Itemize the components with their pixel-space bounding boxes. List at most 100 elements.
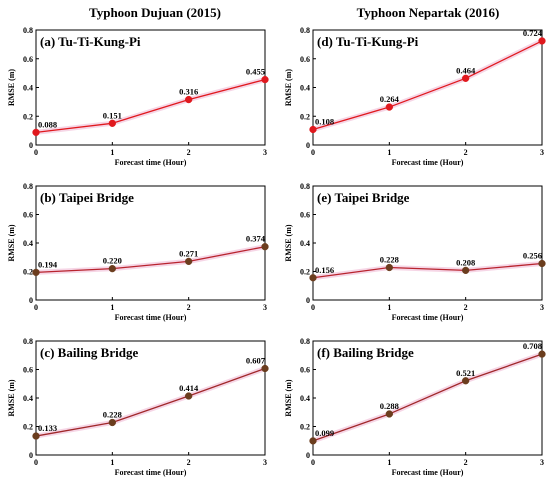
x-tick-label: 0 (34, 148, 38, 157)
y-axis-label: RMSE (m) (7, 379, 16, 416)
chart-panel-3: 0 0.2 0.4 0.6 0.8 0 1 2 3 Forecast time (Hour) RMS… (284, 182, 546, 322)
data-label: 0.256 (523, 251, 542, 261)
y-axis-label: RMSE (m) (284, 69, 293, 106)
data-point (385, 263, 393, 272)
chart-panel-0: 0 0.2 0.4 0.6 0.8 0 1 2 3 Forecast time (Hour) RMS… (7, 26, 269, 167)
y-axis-label: RMSE (m) (284, 224, 293, 261)
panel-title: (b) Taipei Bridge (40, 190, 134, 205)
x-tick-label: 0 (311, 458, 315, 467)
x-tick-label: 1 (387, 458, 391, 467)
x-axis-label: Forecast time (Hour) (115, 468, 187, 477)
x-tick-label: 3 (540, 458, 544, 467)
data-point (261, 243, 269, 251)
x-tick-label: 3 (540, 303, 544, 312)
data-point (185, 392, 193, 400)
x-tick-label: 1 (387, 148, 391, 157)
y-tick-label: 0.8 (300, 182, 310, 191)
data-point (261, 75, 269, 84)
y-tick-label: 0.2 (23, 423, 33, 432)
series-line (312, 40, 543, 131)
y-tick-label: 0 (306, 451, 310, 460)
y-tick-label: 0.6 (300, 211, 310, 220)
data-label: 0.521 (456, 368, 475, 378)
y-tick-label: 0.4 (300, 239, 310, 248)
data-point (108, 418, 116, 427)
series-line-halo (35, 244, 266, 275)
y-tick-label: 0.6 (23, 211, 33, 220)
y-tick-label: 0.4 (23, 239, 33, 248)
panel-title: (f) Bailing Bridge (317, 345, 414, 360)
data-point (32, 268, 40, 277)
x-tick-label: 2 (464, 303, 468, 312)
data-point (385, 103, 393, 111)
chart-panel-2: 0 0.2 0.4 0.6 0.8 0 1 2 3 Forecast time (Hour) RMS… (7, 182, 269, 322)
x-tick-label: 3 (263, 458, 267, 467)
data-point (462, 74, 470, 82)
x-axis-label: Forecast time (Hour) (115, 158, 187, 167)
data-point (309, 274, 317, 282)
y-tick-label: 0.4 (23, 394, 33, 403)
x-tick-label: 3 (263, 148, 267, 157)
chart-panel-1: 0 0.2 0.4 0.6 0.8 0 1 2 3 Forecast time (Hour) RMS… (284, 26, 546, 167)
data-label: 0.724 (523, 28, 543, 38)
y-tick-label: 0.6 (300, 366, 310, 375)
x-tick-label: 2 (187, 303, 191, 312)
y-tick-label: 0.8 (300, 26, 310, 35)
x-tick-label: 3 (540, 148, 544, 157)
panel-title: (e) Taipei Bridge (317, 190, 410, 205)
data-point (462, 377, 470, 385)
data-point (385, 410, 393, 418)
x-tick-label: 3 (263, 303, 267, 312)
x-tick-label: 0 (311, 303, 315, 312)
data-label: 0.316 (179, 87, 198, 97)
x-tick-label: 2 (464, 148, 468, 157)
x-tick-label: 1 (110, 148, 114, 157)
data-label: 0.228 (380, 255, 399, 265)
y-axis-label: RMSE (m) (7, 224, 16, 261)
y-tick-label: 0.8 (300, 337, 310, 346)
y-tick-label: 0 (29, 451, 33, 460)
y-tick-label: 0.2 (300, 268, 310, 277)
y-tick-label: 0.4 (300, 394, 310, 403)
series-line (35, 246, 266, 274)
x-axis-label: Forecast time (Hour) (392, 468, 464, 477)
data-point (32, 432, 40, 440)
y-tick-label: 0.2 (23, 268, 33, 277)
data-point (32, 128, 40, 137)
data-label: 0.156 (315, 265, 334, 275)
data-label: 0.264 (380, 94, 400, 104)
x-tick-label: 2 (187, 458, 191, 467)
data-label: 0.271 (179, 248, 198, 258)
y-tick-label: 0.6 (23, 366, 33, 375)
series-line-halo (35, 77, 266, 135)
series-line (312, 262, 543, 279)
series-line (35, 78, 266, 133)
chart-panel-4: 0 0.2 0.4 0.6 0.8 0 1 2 3 Forecast time (Hour) RMS… (7, 337, 269, 477)
data-label: 0.708 (523, 341, 542, 351)
y-tick-label: 0 (306, 141, 310, 150)
y-tick-label: 0 (306, 296, 310, 305)
x-tick-label: 1 (110, 458, 114, 467)
data-point (185, 257, 193, 266)
panel-title: (d) Tu-Ti-Kung-Pi (317, 34, 419, 49)
x-tick-label: 1 (110, 303, 114, 312)
x-tick-label: 2 (464, 458, 468, 467)
y-tick-label: 0.6 (23, 55, 33, 64)
series-line-halo (312, 38, 544, 132)
x-axis-label: Forecast time (Hour) (392, 313, 464, 322)
y-tick-label: 0.2 (300, 112, 310, 121)
data-point (108, 265, 116, 273)
data-label: 0.228 (103, 410, 122, 420)
data-label: 0.208 (456, 257, 475, 267)
y-tick-label: 0 (29, 141, 33, 150)
series-line-halo (312, 261, 543, 281)
data-point (185, 95, 193, 104)
data-label: 0.455 (246, 67, 265, 77)
y-tick-label: 0.6 (300, 55, 310, 64)
data-label: 0.414 (179, 383, 199, 393)
data-label: 0.464 (456, 65, 476, 75)
data-label: 0.374 (246, 234, 266, 244)
data-label: 0.607 (246, 356, 266, 366)
y-tick-label: 0.2 (300, 423, 310, 432)
y-axis-label: RMSE (m) (284, 379, 293, 416)
